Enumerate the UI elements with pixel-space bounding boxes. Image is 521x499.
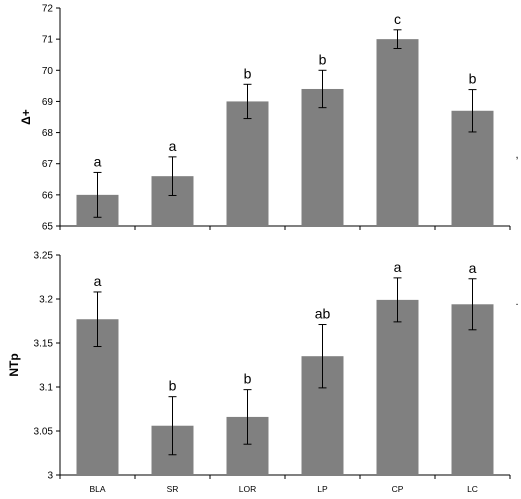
chart2-significance-label: a xyxy=(469,260,477,276)
chart1-ytick-label: 65 xyxy=(42,222,54,233)
chart2-category-label: LC xyxy=(467,484,478,494)
chart1-ytick-label: 68 xyxy=(42,128,54,139)
chart1-ytick-label: 72 xyxy=(42,4,54,15)
chart1-significance-label: b xyxy=(469,71,477,87)
chart2-ytick-label: 3.2 xyxy=(39,295,53,306)
chart2-ytick-label: 3 xyxy=(47,471,53,482)
chart1-bar-lp xyxy=(301,88,344,226)
chart2-bar-cp xyxy=(376,299,419,475)
chart2-category-label: LP xyxy=(317,484,328,494)
chart2-edge-mark: . xyxy=(515,296,518,308)
chart1-y-axis-label: Δ+ xyxy=(19,109,33,125)
chart1-bar-lor xyxy=(226,101,269,226)
chart2-category-label: BLA xyxy=(89,484,105,494)
chart2-ytick-label: 3.15 xyxy=(34,339,54,350)
chart1-ytick-label: 66 xyxy=(42,190,54,201)
chart1-significance-label: a xyxy=(94,153,102,169)
chart1-significance-label: a xyxy=(169,138,177,154)
chart1-significance-label: b xyxy=(244,65,252,81)
chart2-ytick-label: 3.1 xyxy=(39,383,53,394)
chart2-significance-label: ab xyxy=(315,306,331,322)
chart1-ytick-label: 70 xyxy=(42,66,54,77)
chart2-category-label: SR xyxy=(167,484,179,494)
chart1-significance-label: b xyxy=(319,51,327,67)
chart2-significance-label: b xyxy=(244,371,252,387)
chart1-ytick-label: 67 xyxy=(42,159,54,170)
chart1-bar-cp xyxy=(376,39,419,227)
chart2-y-axis-label: NTp xyxy=(7,353,21,376)
chart1-edge-mark: , xyxy=(515,149,518,161)
chart2-category-label: LOR xyxy=(239,484,256,494)
chart2-significance-label: a xyxy=(394,259,402,275)
chart2-ytick-label: 3.25 xyxy=(34,251,54,262)
chart2-significance-label: a xyxy=(94,273,102,289)
chart1-ytick-label: 69 xyxy=(42,97,54,108)
chart1-significance-label: c xyxy=(394,11,401,27)
chart2-category-label: CP xyxy=(392,484,404,494)
chart2-bar-lc xyxy=(451,304,494,475)
chart2-significance-label: b xyxy=(169,378,177,394)
chart2-ytick-label: 3.05 xyxy=(34,427,54,438)
chart1-ytick-label: 71 xyxy=(42,35,54,46)
